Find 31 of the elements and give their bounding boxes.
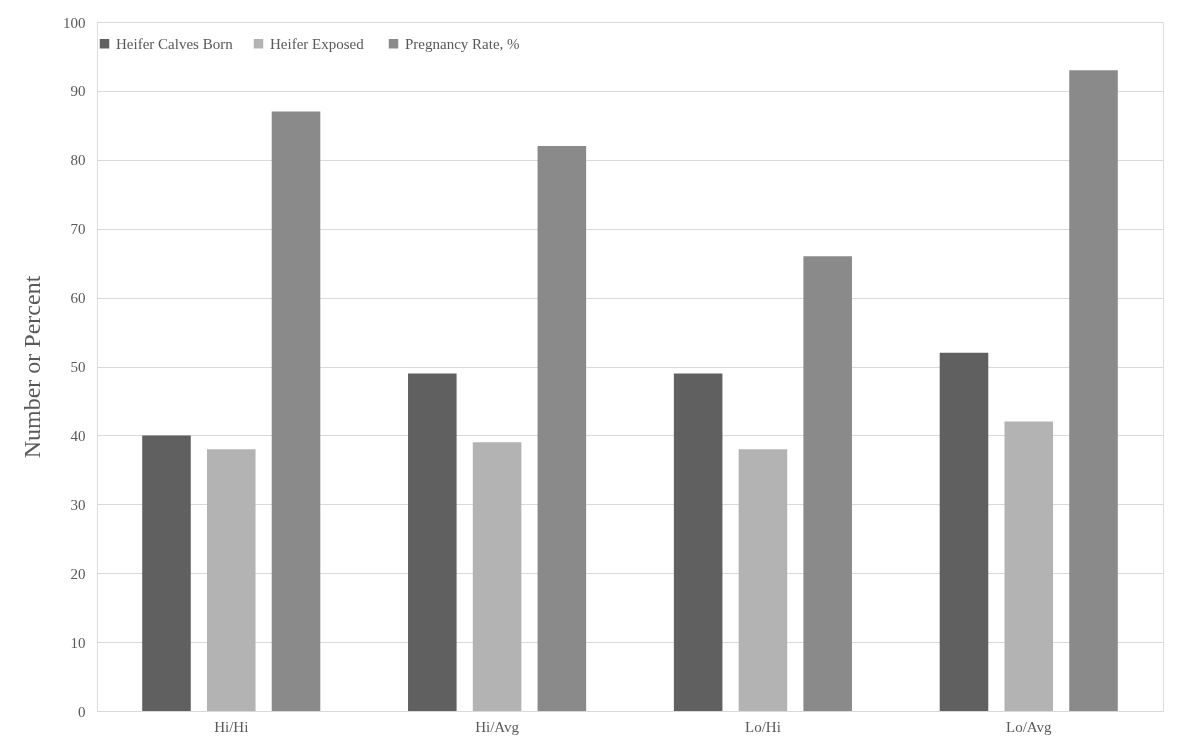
bar [803,256,852,711]
bar [673,373,723,711]
legend-label: Heifer Calves Born [116,35,234,52]
bar [939,352,989,711]
bar [472,442,522,711]
bar [408,373,457,711]
bar [1004,421,1054,711]
y-tick-label: 90 [70,83,86,100]
bar [206,449,256,711]
y-tick-label: 40 [70,427,86,444]
legend-label: Heifer Exposed [270,35,365,52]
y-tick-label: 80 [70,152,86,169]
x-tick-label: Lo/Hi [745,718,781,735]
x-tick-label: Hi/Hi [214,718,249,735]
bar [142,435,191,711]
y-tick-label: 60 [70,290,86,307]
x-tick-label: Lo/Avg [1005,718,1053,735]
y-tick-label: 0 [78,703,86,720]
y-tick-label: 50 [70,359,86,375]
bar [537,146,587,711]
bar [1069,70,1118,711]
y-axis-title: Number or Percent [19,275,45,459]
y-tick-label: 10 [70,634,86,651]
x-tick-label: Hi/Avg [475,718,520,735]
y-tick-label: 20 [70,565,86,582]
y-tick-label: 30 [70,496,86,513]
bar [738,449,788,711]
y-tick-label: 70 [70,221,86,238]
legend-label: Pregnancy Rate, % [405,35,520,52]
bar [271,111,321,711]
y-tick-label: 100 [63,14,86,31]
